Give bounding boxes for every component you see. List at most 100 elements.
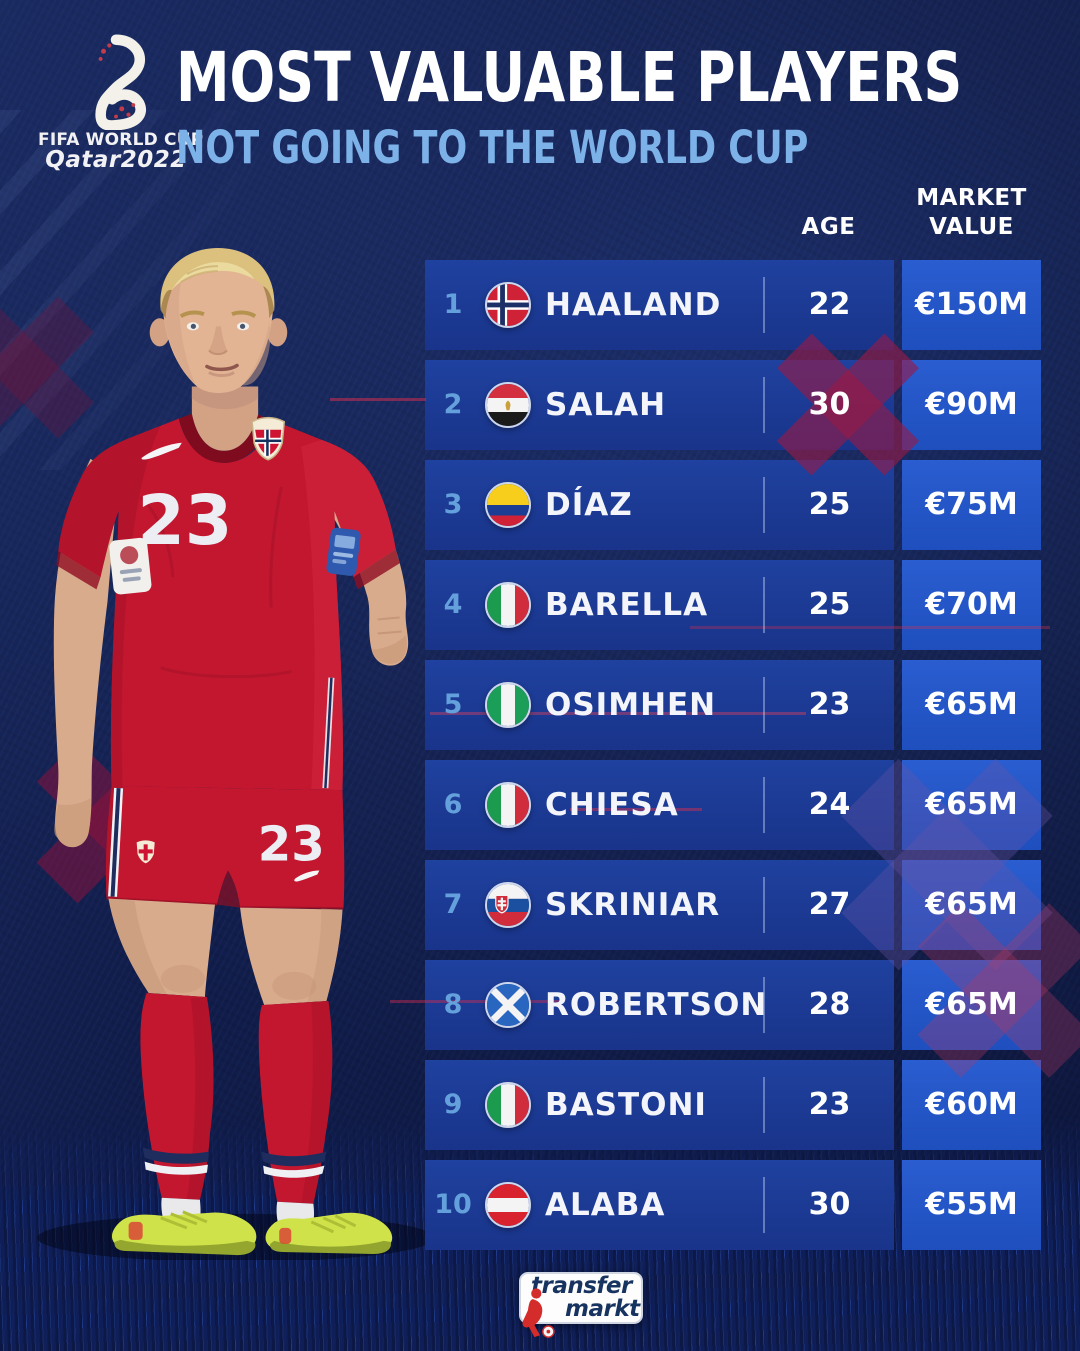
market-value: €60M [925, 1087, 1018, 1122]
player-name: SALAH [545, 387, 667, 423]
player-age: 27 [808, 887, 851, 922]
player-age: 22 [808, 287, 851, 322]
rank-number: 5 [443, 689, 463, 720]
market-value-cell [902, 460, 1041, 550]
transfermarkt-logo-text: markt [565, 1296, 640, 1322]
table-row: 10 ALABA 30 €55M [425, 1160, 1041, 1250]
market-value: €150M [914, 287, 1029, 322]
market-value-cell [902, 960, 1041, 1050]
rank-number: 9 [443, 1089, 463, 1120]
flag-colombia-icon [485, 482, 531, 528]
market-value-cell [902, 660, 1041, 750]
flag-italy-icon [485, 1082, 531, 1128]
market-value-cell [902, 260, 1041, 350]
table-row: 9 BASTONI 23 €60M [425, 1060, 1041, 1150]
norway-crest-icon [251, 416, 286, 461]
qatar-2022-emblem-icon [95, 34, 146, 130]
flag-slovakia-icon [485, 882, 531, 928]
shorts-crest-icon [136, 840, 155, 864]
player-name: ROBERTSON [545, 987, 768, 1023]
qatar-2022-text: Qatar2022 [45, 147, 187, 173]
column-divider [763, 577, 765, 633]
market-value-cell [902, 1060, 1041, 1150]
market-value-cell [902, 860, 1041, 950]
column-divider [763, 777, 765, 833]
column-divider [763, 1077, 765, 1133]
player-age: 23 [808, 1087, 851, 1122]
column-divider [763, 477, 765, 533]
flag-italy-icon [485, 582, 531, 628]
rank-number: 6 [443, 789, 463, 820]
rank-number: 8 [443, 989, 463, 1020]
table-row: 4 BARELLA 25 €70M [425, 560, 1041, 650]
rank-number: 2 [443, 389, 463, 420]
column-divider [763, 877, 765, 933]
player-name: BASTONI [545, 1087, 707, 1123]
market-value-cell [902, 760, 1041, 850]
player-age: 25 [808, 487, 851, 522]
table-row: 7 SKRINIAR 27 €65M [425, 860, 1041, 950]
rank-number: 3 [443, 489, 463, 520]
market-value-cell [902, 560, 1041, 650]
player-name: HAALAND [545, 287, 722, 323]
column-divider [763, 277, 765, 333]
jersey-number-shorts: 23 [258, 816, 325, 872]
player-name: ALABA [545, 1187, 666, 1223]
transfermarkt-logo-text: transfer [531, 1273, 632, 1299]
rank-number: 10 [434, 1189, 472, 1220]
player-photo-haaland: 23 [10, 246, 442, 1260]
table-row: 6 CHIESA 24 €65M [425, 760, 1041, 850]
player-name: SKRINIAR [545, 887, 721, 923]
rank-number: 1 [443, 289, 463, 320]
player-name: BARELLA [545, 587, 709, 623]
column-divider [763, 977, 765, 1033]
market-value: €65M [925, 687, 1018, 722]
player-name: DÍAZ [545, 487, 633, 523]
market-value: €90M [925, 387, 1018, 422]
column-header-market-value: MARKET VALUE [916, 185, 1027, 240]
flag-scotland-icon [485, 982, 531, 1028]
fifa-world-cup-logo: FIFA WORLD CUP Qatar2022 [38, 34, 204, 173]
transfermarkt-logo: transfer markt [519, 1272, 643, 1338]
table-row: 8 ROBERTSON 28 €65M [425, 960, 1041, 1050]
sleeve-patch-left [109, 537, 152, 595]
flag-norway-icon [485, 282, 531, 328]
player-name: CHIESA [545, 787, 679, 823]
page-subtitle: NOT GOING TO THE WORLD CUP [176, 121, 809, 174]
flag-italy-icon [485, 782, 531, 828]
column-divider [763, 377, 765, 433]
player-name: OSIMHEN [545, 687, 717, 723]
market-value: €65M [925, 787, 1018, 822]
player-age: 30 [808, 387, 851, 422]
table-row: 2 SALAH 30 €90M [425, 360, 1041, 450]
player-age: 30 [808, 1187, 851, 1222]
rank-number: 4 [443, 589, 463, 620]
market-value: €65M [925, 987, 1018, 1022]
flag-nigeria-icon [485, 682, 531, 728]
column-header-age: AGE [801, 214, 856, 240]
market-value-cell [902, 360, 1041, 450]
market-value: €55M [925, 1187, 1018, 1222]
table-row: 1 HAALAND 22 €150M [425, 260, 1041, 350]
table-row: 3 DÍAZ 25 €75M [425, 460, 1041, 550]
player-age: 28 [808, 987, 851, 1022]
player-age: 23 [808, 687, 851, 722]
fifa-logo-text: FIFA WORLD CUP [38, 130, 204, 150]
rank-number: 7 [443, 889, 463, 920]
market-value-cell [902, 1160, 1041, 1250]
table-row: 5 OSIMHEN 23 €65M [425, 660, 1041, 750]
flag-egypt-icon [485, 382, 531, 428]
sleeve-patch-right [326, 527, 361, 576]
player-age: 24 [808, 787, 851, 822]
market-value: €65M [925, 887, 1018, 922]
jersey-number-chest: 23 [137, 482, 232, 561]
market-value: €70M [925, 587, 1018, 622]
column-divider [763, 677, 765, 733]
table-rows: 1 HAALAND 22 €150M 2 SALAH 30 €90M 3 DÍA… [425, 260, 1041, 1260]
flag-austria-icon [485, 1182, 531, 1228]
page-title: MOST VALUABLE PLAYERS [176, 38, 963, 118]
transfermarkt-player-icon [522, 1288, 555, 1338]
player-age: 25 [808, 587, 851, 622]
market-value: €75M [925, 487, 1018, 522]
